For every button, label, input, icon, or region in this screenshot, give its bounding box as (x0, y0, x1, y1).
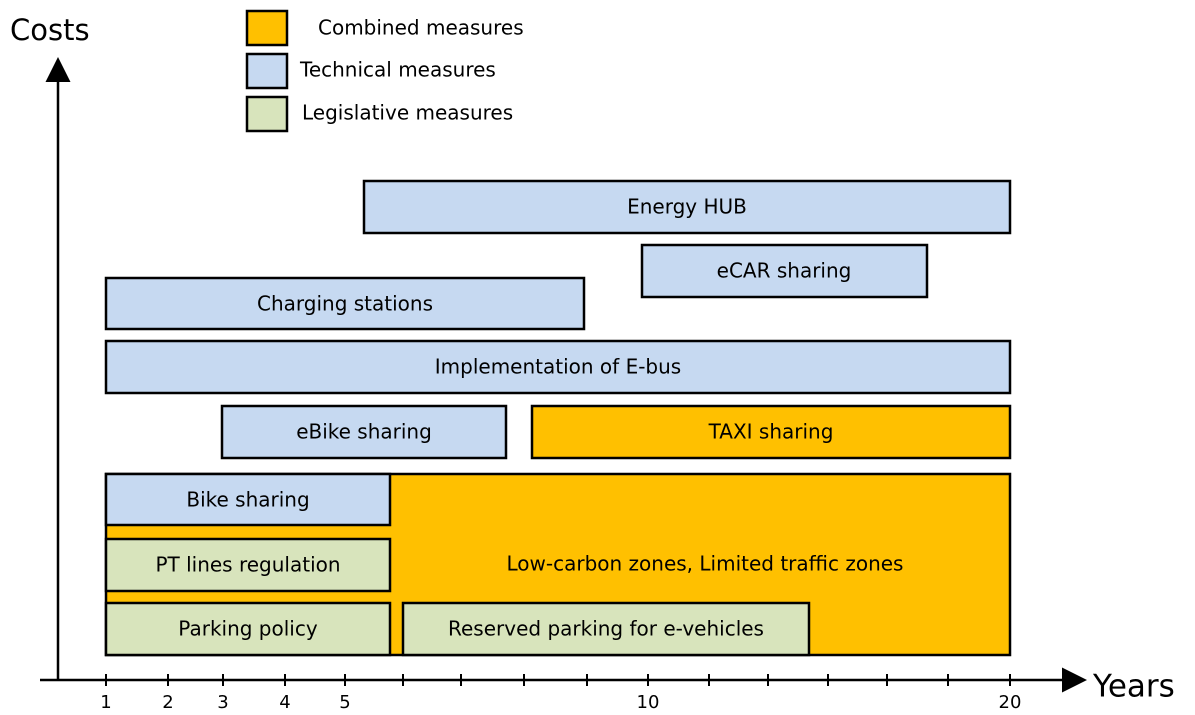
legend-swatch (245, 95, 289, 133)
x-tick-label: 3 (217, 692, 228, 713)
box-label: Parking policy (178, 617, 318, 641)
box-label: Energy HUB (627, 195, 747, 219)
x-tick-label: 5 (339, 692, 350, 713)
box-label: TAXI sharing (708, 420, 834, 444)
box (640, 243, 929, 299)
box-label: Charging stations (257, 292, 433, 316)
x-tick-label: 2 (162, 692, 173, 713)
box-label: eBike sharing (296, 420, 432, 444)
x-tick-label: 20 (999, 692, 1022, 713)
box (104, 601, 392, 657)
x-tick-label: 10 (637, 692, 660, 713)
box-label: Implementation of E-bus (435, 355, 681, 379)
x-tick-label: 1 (100, 692, 111, 713)
box (104, 339, 1012, 395)
x-ticks (105, 674, 1011, 686)
legend-label: Technical measures (299, 58, 496, 82)
legend-swatch (245, 9, 289, 47)
x-tick-label: 4 (279, 692, 290, 713)
box (401, 601, 811, 657)
box-label: Low-carbon zones, Limited traffic zones (507, 552, 904, 576)
legend-label: Combined measures (318, 16, 524, 40)
box (104, 276, 586, 331)
box-label: Reserved parking for e-vehicles (448, 617, 764, 641)
box (220, 404, 508, 460)
legend-label: Legislative measures (302, 101, 513, 125)
legend-swatch (245, 52, 289, 90)
box-label: PT lines regulation (155, 553, 340, 577)
box (530, 404, 1012, 460)
box (104, 472, 392, 527)
x-axis-label: Years (1092, 669, 1175, 705)
box-label: Bike sharing (186, 488, 309, 512)
box-label: eCAR sharing (717, 259, 852, 283)
box (104, 537, 392, 593)
box (362, 179, 1012, 235)
y-axis-label: Costs (10, 13, 90, 47)
